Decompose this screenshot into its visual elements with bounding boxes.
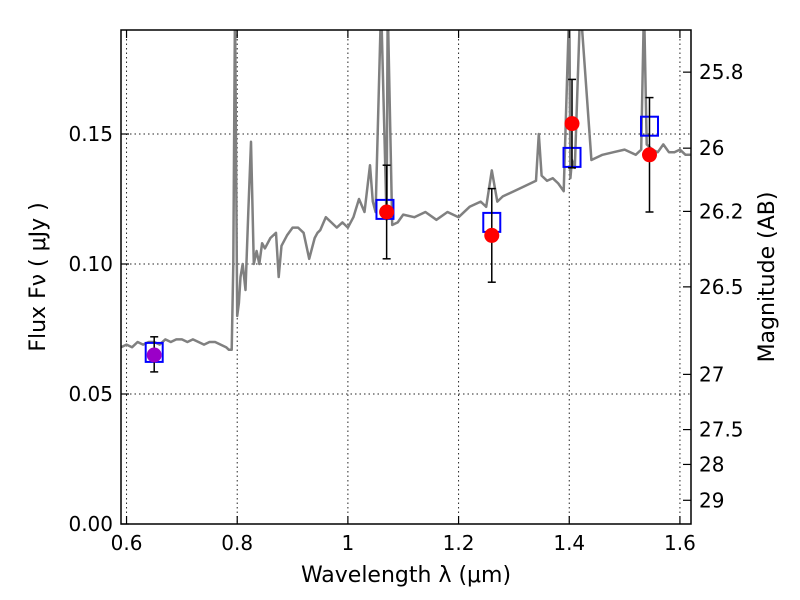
mag-tick-label: 26	[699, 136, 724, 160]
model-photometry-series	[144, 115, 659, 363]
x-tick-label: 1.2	[443, 531, 475, 555]
grid	[121, 30, 691, 524]
x-axis-label: Wavelength λ (μm)	[301, 563, 511, 588]
x-tick-label: 1	[342, 531, 355, 555]
y-tick-label: 0.15	[68, 122, 113, 146]
mag-tick-label: 26.5	[699, 275, 744, 299]
observed-point	[146, 347, 162, 363]
axis-ticks	[121, 30, 691, 525]
right-axis-label: Magnitude (AB)	[755, 192, 780, 363]
mag-tick-label: 26.2	[699, 199, 744, 223]
y-axis-label: Flux Fν ( μJy )	[26, 202, 51, 351]
mag-tick-label: 25.8	[699, 60, 744, 84]
x-tick-label: 1.6	[664, 531, 696, 555]
plot-frame	[120, 29, 692, 525]
mag-tick-label: 27	[699, 362, 724, 386]
spectrum-series	[121, 30, 691, 352]
mag-tick-label: 29	[699, 488, 724, 512]
x-tick-label: 1.4	[553, 531, 585, 555]
x-tick-label: 0.8	[221, 531, 253, 555]
y-tick-label: 0.05	[68, 382, 113, 406]
tick-labels: 0.6 0.8 1 1.2 1.4 1.6 0.00 0.05 0.10 0.15 25.8 26 26…	[68, 60, 743, 555]
observed-photometry-series	[146, 78, 657, 373]
y-tick-label: 0.10	[68, 252, 113, 276]
y-tick-label: 0.00	[68, 512, 113, 536]
spectrum-line	[121, 30, 691, 352]
observed-point	[564, 116, 580, 132]
observed-point	[484, 227, 500, 243]
observed-point	[641, 147, 657, 163]
observed-point	[379, 204, 395, 220]
mag-tick-label: 28	[699, 452, 724, 476]
mag-tick-label: 27.5	[699, 418, 744, 442]
x-tick-label: 0.6	[111, 531, 143, 555]
